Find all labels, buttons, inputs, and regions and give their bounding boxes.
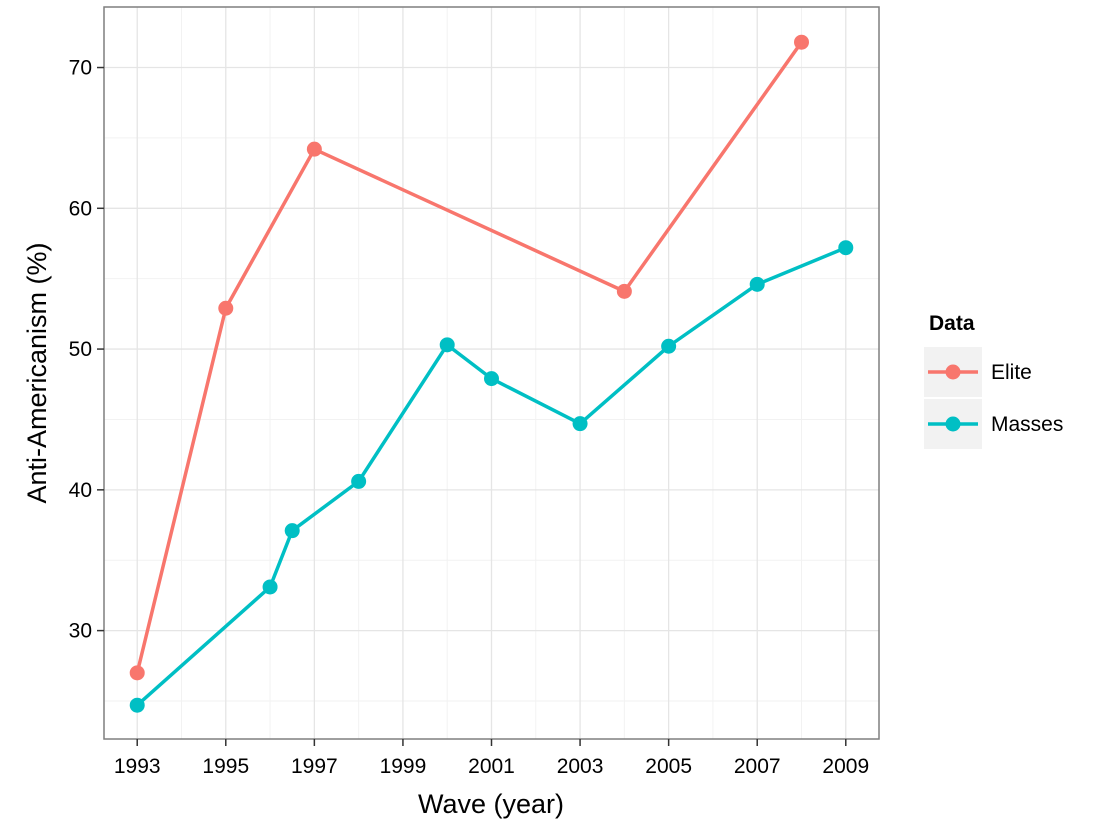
data-point-elite (129, 665, 145, 681)
data-point-masses (661, 338, 677, 354)
data-point-masses (439, 337, 455, 353)
legend-point-elite (945, 364, 961, 380)
x-tick-label: 1999 (380, 755, 427, 778)
data-point-elite (616, 283, 632, 299)
y-tick-label: 60 (69, 197, 92, 220)
x-tick-label: 2007 (734, 755, 781, 778)
x-axis-title: Wave (year) (418, 789, 564, 819)
x-tick-label: 2003 (557, 755, 604, 778)
legend: Data Elite Masses (922, 312, 1063, 451)
y-tick-label: 40 (69, 479, 92, 502)
x-tick-label: 2005 (645, 755, 692, 778)
x-tick-label: 1993 (114, 755, 161, 778)
y-axis: 30 40 50 60 70 (69, 57, 104, 643)
data-point-elite (306, 141, 322, 157)
data-point-masses (129, 697, 145, 713)
series-line-masses (136, 246, 847, 707)
series-layer (129, 34, 854, 713)
y-tick-label: 50 (69, 338, 92, 361)
legend-title: Data (929, 312, 975, 335)
x-tick-label: 2009 (822, 755, 869, 778)
data-point-masses (572, 416, 588, 432)
y-tick-label: 30 (69, 620, 92, 643)
data-point-elite (794, 34, 809, 50)
x-tick-label: 1995 (202, 755, 249, 778)
data-point-elite (218, 300, 234, 316)
data-point-masses (749, 276, 765, 292)
data-point-masses (484, 371, 499, 387)
y-tick-label: 70 (69, 57, 92, 80)
legend-label-elite: Elite (991, 361, 1032, 384)
x-tick-label: 2001 (468, 755, 515, 778)
data-point-masses (351, 473, 367, 489)
data-point-masses (284, 523, 300, 539)
grid-major (104, 7, 879, 739)
data-point-masses (262, 579, 278, 595)
x-tick-label: 1997 (291, 755, 338, 778)
x-axis: 1993 1995 1997 1999 2001 2003 2005 2007 2009 (114, 739, 869, 778)
legend-label-masses: Masses (991, 413, 1063, 436)
y-axis-title: Anti-Americanism (%) (22, 242, 52, 503)
legend-point-masses (945, 416, 961, 432)
data-point-masses (838, 240, 854, 256)
